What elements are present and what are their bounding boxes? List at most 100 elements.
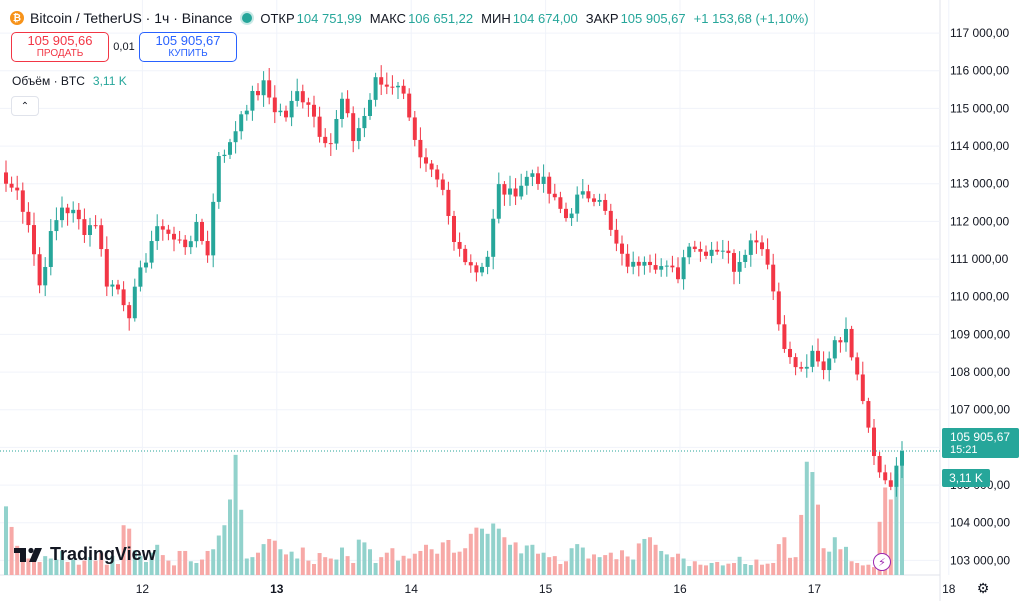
volume-bar	[468, 533, 473, 575]
volume-bar	[625, 556, 630, 575]
candle-body	[99, 225, 104, 250]
volume-bar	[110, 555, 115, 575]
time-tick-label: 14	[405, 582, 419, 596]
candle-body	[698, 249, 703, 252]
volume-bar	[900, 461, 904, 575]
volume-legend[interactable]: Объём · BTC 3,11 K	[12, 74, 127, 88]
volume-bar	[748, 565, 753, 575]
volume-bar	[99, 552, 104, 575]
buy-button[interactable]: 105 905,67 КУПИТЬ	[139, 32, 237, 62]
candle-body	[54, 220, 59, 232]
volume-bar	[317, 553, 322, 575]
volume-bar	[541, 552, 546, 575]
time-tick-label: 18	[942, 582, 956, 596]
tradingview-logo-icon	[14, 547, 42, 562]
volume-bar	[692, 561, 697, 575]
volume-bar	[256, 552, 260, 575]
bolt-icon[interactable]: ⚡︎	[873, 553, 891, 571]
candle-body	[799, 367, 804, 369]
candle-body	[362, 115, 367, 129]
candle-body	[670, 265, 675, 268]
candle-body	[239, 114, 244, 132]
candle-body	[177, 239, 182, 241]
candle-body	[715, 249, 720, 252]
volume-bar	[480, 528, 484, 575]
candle-body	[625, 253, 630, 267]
volume-bar	[155, 544, 160, 575]
volume-bar	[552, 556, 557, 575]
candle-body	[827, 358, 832, 371]
candle-body	[838, 340, 843, 343]
candle-body	[76, 209, 81, 220]
time-tick-label: 17	[808, 582, 822, 596]
volume-bar	[300, 547, 305, 575]
volume-bar	[452, 552, 456, 575]
candle-body	[317, 116, 322, 137]
volume-bar	[340, 547, 344, 575]
candle-body	[653, 265, 658, 270]
candle-body	[345, 98, 350, 114]
collapse-legend-button[interactable]: ⌃	[11, 96, 39, 116]
volume-bar	[396, 560, 400, 575]
volume-bar	[877, 521, 882, 575]
volume-bar	[384, 552, 389, 575]
volume-bar	[592, 554, 596, 575]
candle-body	[580, 191, 585, 195]
tradingview-logo[interactable]: TradingView	[14, 544, 156, 565]
candle-body	[575, 194, 580, 214]
volume-bar	[782, 537, 787, 575]
volume-bar	[368, 549, 372, 575]
candle-body	[160, 226, 165, 230]
candle-body	[9, 183, 14, 188]
candle-body	[401, 85, 406, 94]
high-label: МАКС	[369, 10, 407, 26]
candle-body	[597, 199, 602, 202]
volume-bar	[793, 557, 798, 575]
spread-value: 0,01	[113, 41, 135, 53]
volume-bar	[278, 549, 283, 575]
candle-body	[356, 128, 361, 142]
volume-bar	[664, 554, 669, 575]
volume-bar	[849, 561, 854, 575]
volume-bar	[116, 564, 120, 575]
volume-bar	[888, 499, 893, 575]
candle-body	[894, 465, 899, 487]
volume-bar	[508, 544, 512, 575]
candle-body	[144, 262, 148, 268]
volume-bar	[754, 559, 759, 575]
candle-body	[172, 233, 176, 240]
candle-body	[132, 286, 137, 319]
candle-body	[384, 84, 389, 87]
open-value: 104 751,99	[296, 10, 362, 26]
price-tick-label: 109 000,00	[950, 327, 1010, 341]
volume-bar	[306, 560, 311, 575]
price-tick-label: 115 000,00	[950, 101, 1009, 115]
gear-icon[interactable]: ⚙︎	[976, 579, 990, 596]
candle-body	[20, 190, 25, 212]
volume-bar	[379, 557, 384, 575]
candle-body	[183, 239, 188, 248]
volume-bar	[743, 564, 748, 575]
sell-button[interactable]: 105 905,66 ПРОДАТЬ	[11, 32, 109, 62]
symbol-title[interactable]: Bitcoin / TetherUS · 1ч · Binance	[30, 10, 233, 26]
volume-bar	[642, 538, 647, 575]
volume-bar	[620, 550, 624, 575]
high-value: 106 651,22	[408, 10, 474, 26]
volume-bar	[670, 557, 675, 575]
volume-bar	[838, 549, 843, 575]
volume-bar	[71, 559, 76, 575]
candle-body	[569, 213, 574, 219]
candle-body	[300, 91, 305, 103]
volume-bar	[429, 549, 434, 575]
volume-bar	[88, 557, 92, 575]
candle-body	[267, 80, 272, 98]
volume-bar	[104, 564, 109, 575]
last-price-tag: 105 905,67 15:21	[942, 428, 1019, 458]
candle-body	[412, 117, 417, 140]
candle-body	[720, 250, 725, 252]
volume-bar	[771, 562, 776, 575]
volume-bar	[345, 556, 350, 575]
candle-body	[43, 266, 48, 286]
candle-body	[754, 240, 759, 243]
